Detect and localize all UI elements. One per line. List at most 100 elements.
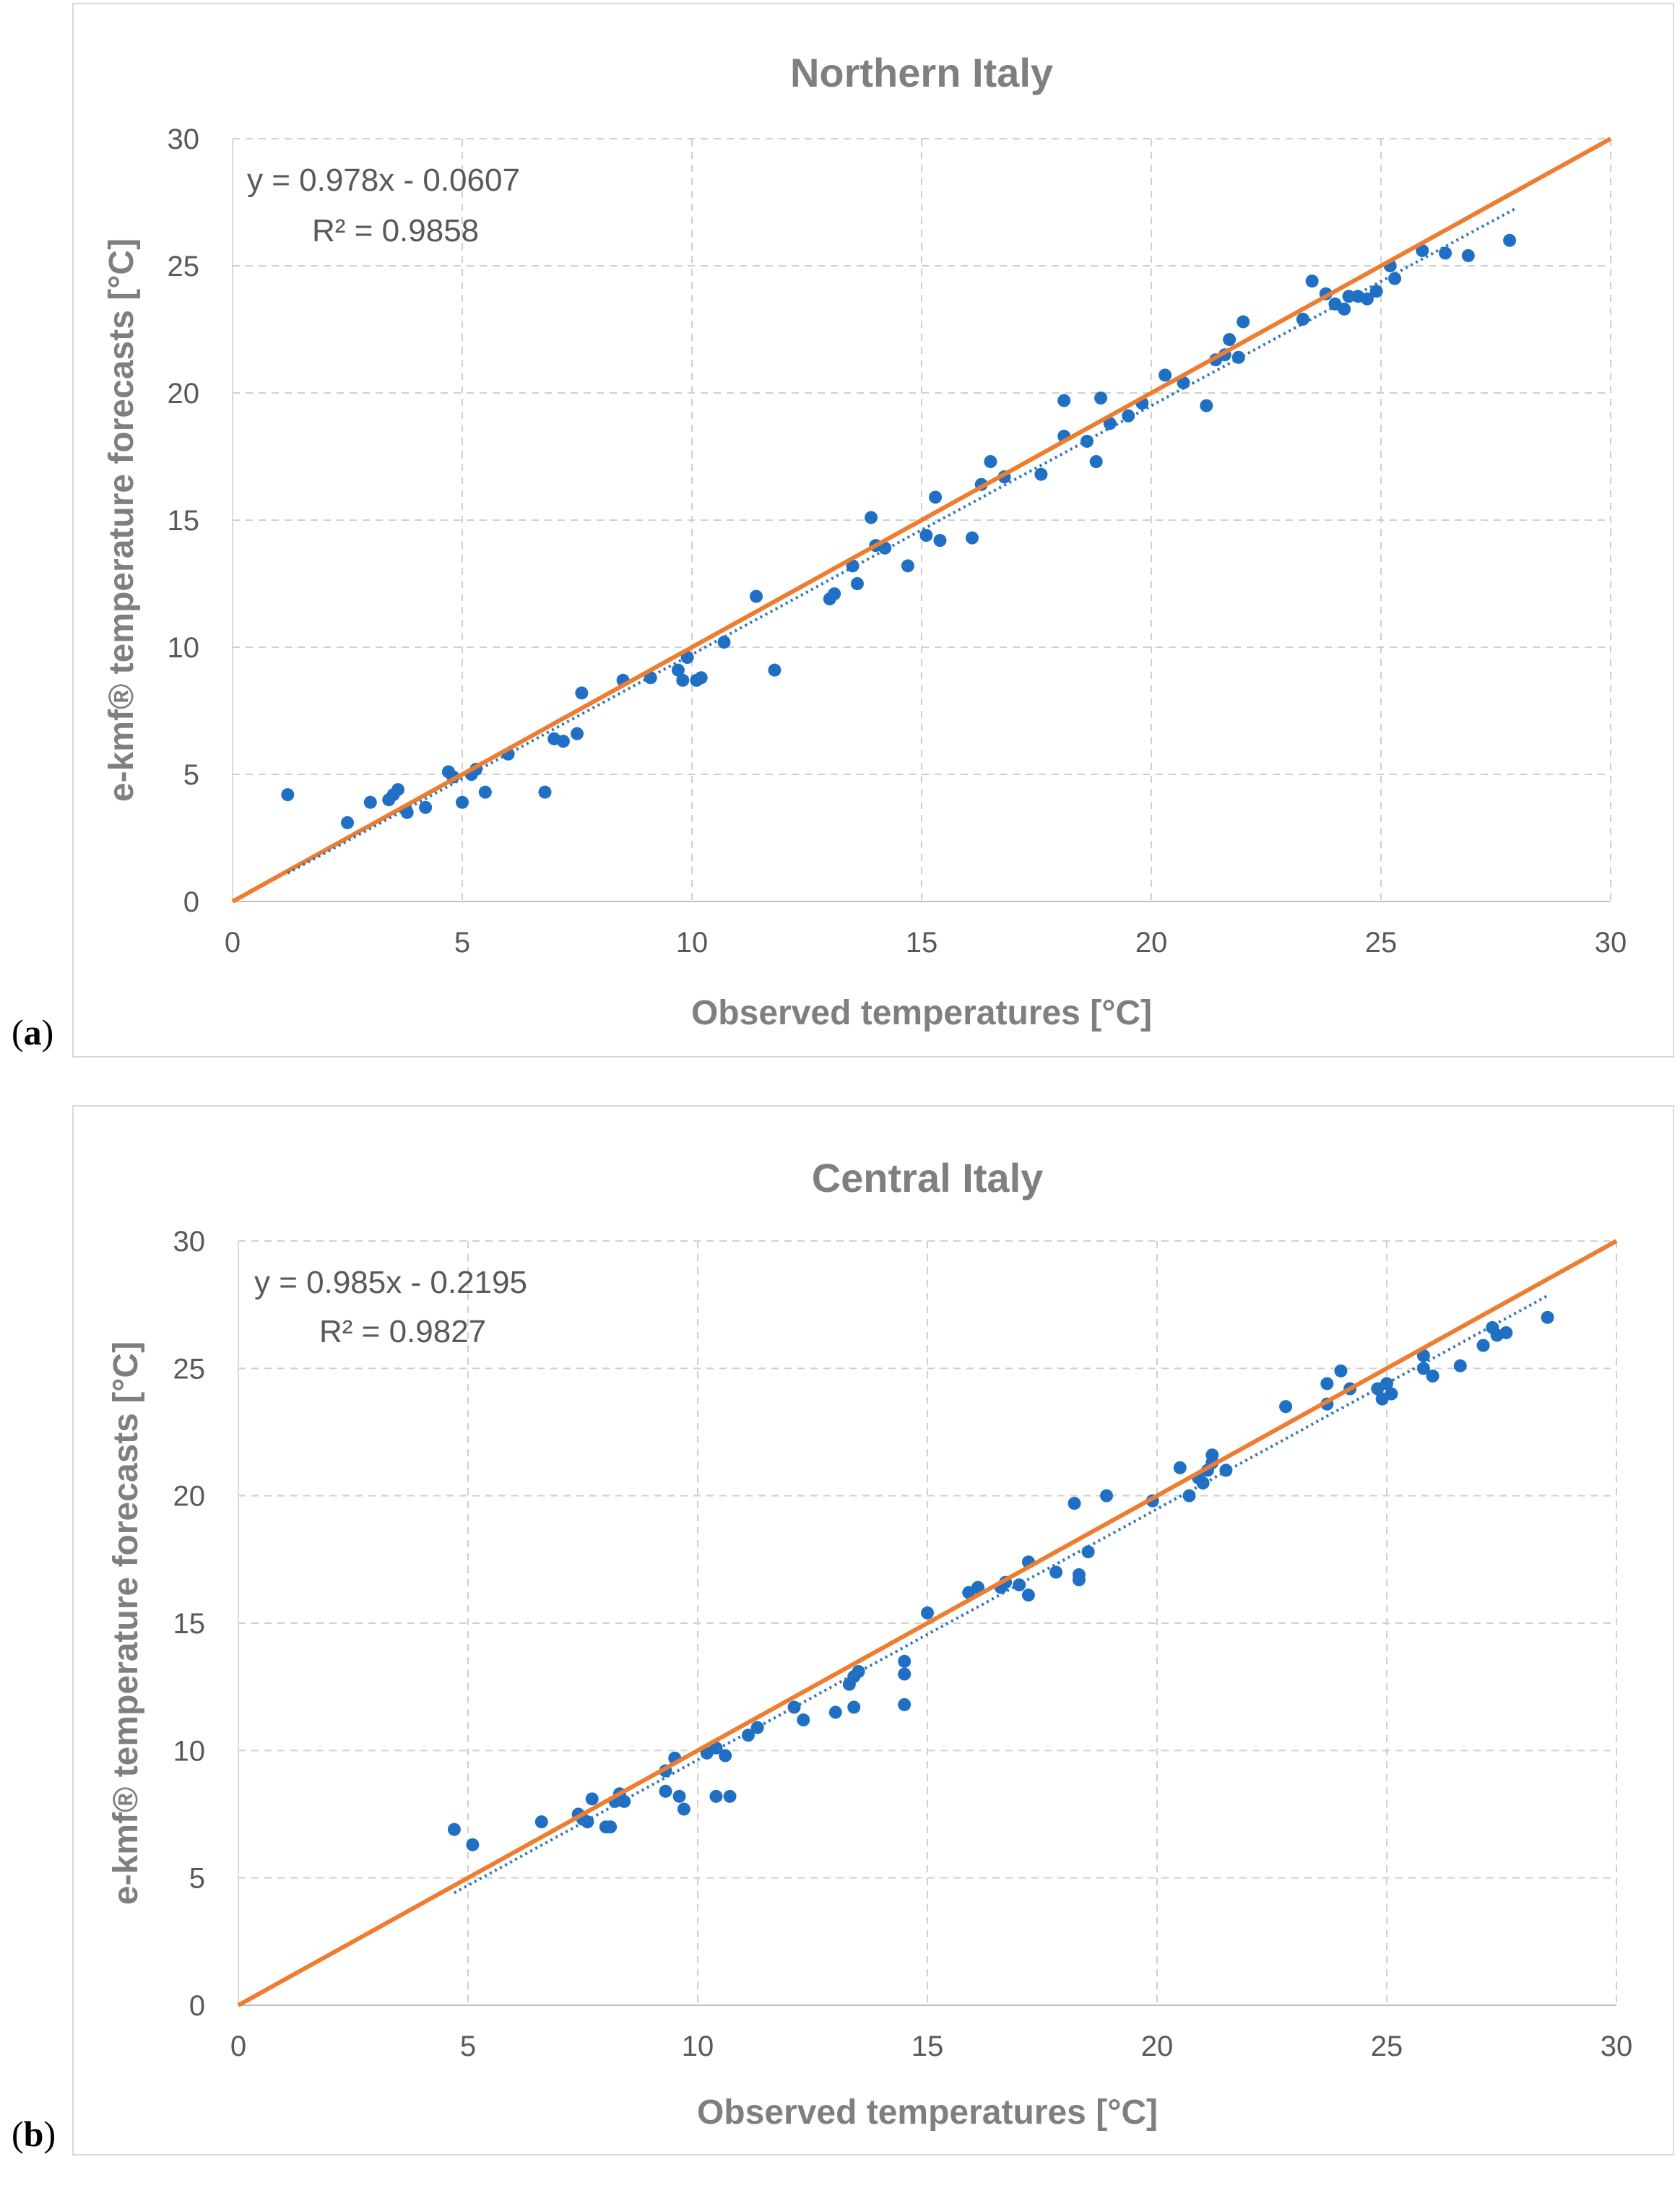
- reference-line: [237, 1239, 1618, 2007]
- data-point: [878, 541, 892, 555]
- data-point: [1094, 392, 1108, 405]
- data-point: [456, 795, 469, 809]
- trendline: [453, 1294, 1549, 1895]
- chart-b: 0 5 10 15 20 25 30 0 5 10 15 20 25 30 Central Italy Obs…: [107, 1155, 1632, 2132]
- data-point: [419, 800, 433, 814]
- x-tick-label: 20: [1135, 927, 1168, 959]
- data-point: [672, 1789, 686, 1803]
- y-tick-label: 5: [189, 1863, 205, 1895]
- data-point: [1034, 467, 1048, 481]
- trendline-equation: y = 0.985x - 0.2195: [254, 1265, 527, 1300]
- data-point: [797, 1713, 810, 1727]
- data-point: [676, 673, 690, 687]
- x-axis-label: Observed temperatures [°C]: [691, 994, 1152, 1032]
- data-point: [671, 663, 685, 677]
- data-point: [1196, 1476, 1210, 1490]
- data-point: [828, 1705, 842, 1719]
- y-axis-label: e-kmf® temperature forecasts [°C]: [107, 1341, 145, 1905]
- data-point: [865, 511, 878, 524]
- chart-title: Central Italy: [812, 1155, 1044, 1201]
- data-point: [850, 577, 864, 590]
- data-point: [933, 534, 947, 548]
- data-point: [1122, 409, 1135, 423]
- x-tick-label: 0: [230, 2031, 246, 2062]
- data-point: [852, 1665, 865, 1679]
- data-point: [571, 727, 584, 740]
- data-point: [750, 589, 763, 603]
- x-tick-label: 30: [1595, 927, 1627, 959]
- data-point: [575, 686, 589, 700]
- y-tick-label: 10: [173, 1735, 206, 1767]
- data-point: [1416, 243, 1429, 257]
- data-point: [1369, 285, 1383, 298]
- data-point: [1103, 417, 1117, 431]
- data-point: [1177, 376, 1190, 389]
- x-tick-label: 5: [454, 927, 470, 959]
- trendline-equation: y = 0.978x - 0.0607: [247, 163, 520, 198]
- reference-line: [231, 137, 1612, 904]
- data-point: [1541, 1310, 1554, 1324]
- data-point: [556, 735, 570, 748]
- data-point: [1320, 1377, 1334, 1391]
- data-point: [965, 531, 979, 545]
- y-tick-label: 0: [189, 1990, 205, 2022]
- data-point: [1461, 248, 1475, 262]
- data-point: [898, 1667, 912, 1681]
- data-point: [694, 671, 708, 685]
- x-tick-label: 5: [460, 2031, 476, 2062]
- data-point: [898, 1654, 912, 1668]
- data-point: [478, 785, 492, 799]
- data-point: [1416, 1349, 1430, 1362]
- data-point: [604, 1820, 618, 1834]
- x-tick-label: 20: [1141, 2031, 1174, 2062]
- data-point: [677, 1802, 690, 1816]
- y-tick-label: 20: [168, 378, 200, 410]
- data-point: [1057, 394, 1071, 407]
- data-point: [1173, 1461, 1187, 1474]
- data-point: [1182, 1489, 1196, 1502]
- trendline: [287, 207, 1515, 875]
- x-tick-label: 15: [906, 927, 938, 959]
- data-point: [1021, 1588, 1035, 1602]
- data-point: [1388, 272, 1402, 285]
- data-point: [984, 455, 997, 469]
- x-tick-label: 10: [682, 2031, 714, 2062]
- data-point: [1426, 1369, 1439, 1383]
- y-tick-label: 25: [168, 251, 200, 282]
- data-point: [929, 490, 943, 504]
- data-point: [898, 1698, 912, 1711]
- data-point: [717, 635, 731, 649]
- data-point: [1081, 1545, 1095, 1559]
- data-point: [709, 1789, 723, 1803]
- panel-label-b: (b): [12, 2114, 56, 2154]
- chart-panel-a: [72, 3, 1674, 1058]
- data-point: [847, 1700, 861, 1714]
- chart-panel-b: [72, 1105, 1674, 2155]
- data-point: [1334, 1364, 1348, 1378]
- chart-title: Northern Italy: [790, 50, 1053, 95]
- data-point: [1072, 1573, 1086, 1587]
- data-point: [618, 1794, 631, 1808]
- y-tick-label: 15: [173, 1608, 206, 1640]
- data-point: [1237, 315, 1250, 329]
- y-tick-label: 15: [168, 505, 200, 537]
- y-tick-label: 30: [173, 1226, 206, 1258]
- data-point: [581, 1815, 594, 1829]
- data-point: [1200, 399, 1213, 412]
- data-point: [538, 785, 552, 799]
- x-tick-label: 25: [1365, 927, 1398, 959]
- data-point: [768, 663, 781, 677]
- data-point: [741, 1729, 755, 1742]
- data-point: [534, 1815, 548, 1829]
- panel-label-a: (a): [12, 1012, 54, 1052]
- y-tick-label: 20: [173, 1481, 206, 1513]
- data-point: [1499, 1326, 1513, 1339]
- r-squared: R² = 0.9858: [312, 213, 479, 248]
- y-tick-label: 30: [168, 124, 200, 155]
- data-point: [363, 795, 377, 809]
- data-point: [719, 1749, 732, 1763]
- y-tick-label: 0: [183, 886, 199, 918]
- data-point: [1503, 233, 1517, 247]
- data-point: [1453, 1359, 1467, 1372]
- data-point: [1100, 1489, 1114, 1502]
